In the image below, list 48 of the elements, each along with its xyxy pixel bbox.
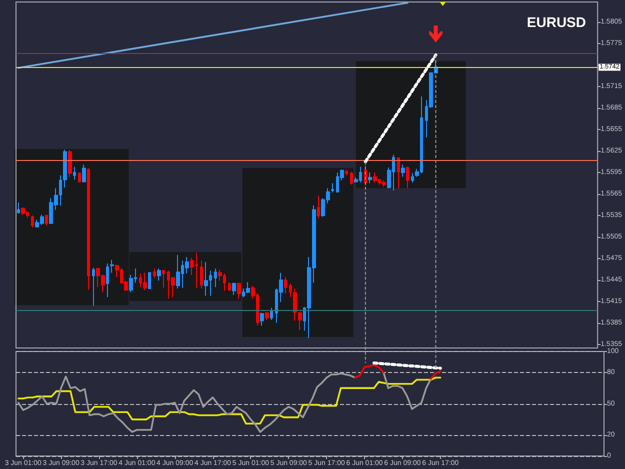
candlestick (78, 172, 81, 184)
candlestick (153, 268, 156, 278)
candlestick (45, 214, 48, 226)
candlestick (293, 288, 297, 322)
candlestick (284, 276, 287, 294)
candlestick (406, 166, 409, 189)
candlestick (106, 262, 109, 298)
candlestick (289, 283, 292, 298)
candlestick (73, 166, 76, 180)
candlestick (31, 214, 34, 228)
candlestick (214, 268, 217, 288)
candlestick (270, 307, 273, 321)
text: EURUSD (526, 14, 586, 30)
candlestick (87, 168, 90, 290)
candlestick (331, 182, 334, 194)
candlestick (350, 171, 353, 186)
candlestick (382, 180, 386, 188)
candlestick (228, 282, 231, 292)
candlestick (17, 202, 20, 214)
line-series (354, 364, 384, 379)
line-series (17, 376, 442, 425)
candlestick (148, 272, 151, 290)
candlestick (204, 262, 208, 296)
candlestick (317, 194, 320, 219)
candlestick (110, 259, 114, 274)
candlestick (373, 172, 377, 184)
candlestick (82, 164, 86, 182)
candlestick (200, 260, 203, 290)
candlestick (143, 272, 147, 290)
candlestick (345, 169, 348, 176)
candlestick (162, 270, 165, 288)
candlestick (68, 150, 72, 178)
candlestick (232, 282, 236, 296)
candlestick (157, 268, 161, 282)
candlestick (92, 267, 95, 306)
candlestick (260, 312, 264, 326)
candlestick (21, 208, 25, 216)
candlestick (246, 282, 250, 294)
candlestick (298, 312, 302, 331)
candlestick (411, 172, 414, 184)
candlestick (237, 282, 241, 300)
candlestick (368, 172, 372, 184)
candlestick (401, 164, 405, 178)
candlestick (265, 312, 269, 321)
candlestick (397, 156, 400, 189)
candlestick (176, 254, 180, 290)
candlestick (63, 149, 67, 188)
candlestick (59, 174, 62, 206)
